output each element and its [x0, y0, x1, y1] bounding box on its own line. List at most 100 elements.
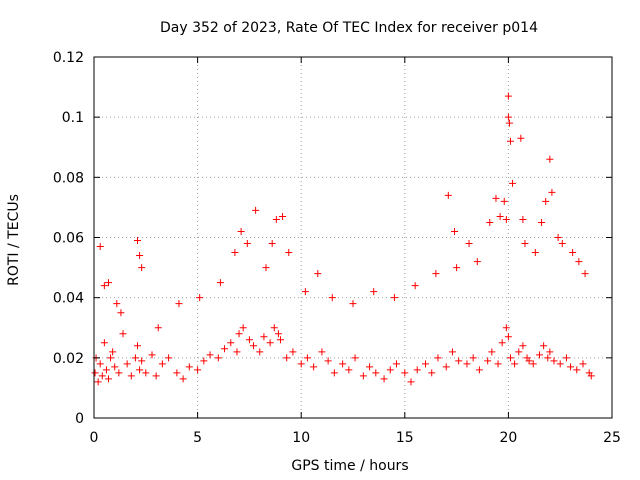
data-point: [239, 324, 247, 332]
data-point: [579, 360, 587, 368]
data-point: [546, 348, 554, 356]
data-point: [131, 354, 139, 362]
data-point: [173, 369, 181, 377]
data-point: [531, 249, 539, 257]
axes: 0 5 10 15 20 25 0 0.02 0.04 0.06 0.08 0.1 0.12: [53, 50, 621, 446]
data-point: [138, 357, 146, 365]
y-tick-label: 0.12: [53, 50, 84, 66]
data-point: [473, 258, 481, 266]
data-point: [283, 354, 291, 362]
data-point: [158, 360, 166, 368]
data-point: [509, 179, 517, 187]
data-point: [465, 240, 473, 248]
data-point: [256, 348, 264, 356]
data-point: [134, 342, 142, 350]
data-point: [469, 354, 477, 362]
data-point: [91, 369, 99, 377]
data-point: [380, 375, 388, 383]
data-point: [444, 191, 452, 199]
data-point: [196, 294, 204, 302]
data-point: [502, 215, 510, 223]
chart-title: Day 352 of 2023, Rate Of TEC Index for r…: [160, 20, 538, 36]
data-point: [556, 360, 564, 368]
data-point: [442, 363, 450, 371]
data-points: [91, 92, 595, 386]
data-point: [492, 194, 500, 202]
data-point: [349, 300, 357, 308]
y-tick-label: 0.06: [53, 231, 84, 247]
data-point: [194, 366, 202, 374]
data-point: [351, 354, 359, 362]
x-axis-label: GPS time / hours: [291, 458, 408, 474]
data-point: [504, 92, 512, 100]
data-point: [94, 378, 102, 386]
data-point: [587, 372, 595, 380]
x-tick-label: 10: [292, 430, 310, 446]
data-point: [214, 354, 222, 362]
data-point: [98, 372, 106, 380]
data-point: [411, 282, 419, 290]
data-point: [206, 351, 214, 359]
data-point: [548, 188, 556, 196]
data-point: [119, 330, 127, 338]
data-point: [550, 357, 558, 365]
data-point: [266, 339, 274, 347]
data-point: [179, 375, 187, 383]
data-point: [233, 348, 241, 356]
data-point: [303, 354, 311, 362]
data-point: [569, 249, 577, 257]
data-point: [359, 372, 367, 380]
data-point: [525, 357, 533, 365]
data-point: [221, 345, 229, 353]
y-tick-label: 0.04: [53, 291, 84, 307]
data-point: [245, 336, 253, 344]
data-point: [554, 234, 562, 241]
data-point: [504, 333, 512, 341]
data-point: [500, 197, 508, 205]
data-point: [517, 134, 525, 142]
data-point: [504, 113, 512, 121]
data-point: [96, 360, 104, 368]
data-point: [488, 348, 496, 356]
data-point: [390, 294, 398, 302]
data-point: [289, 348, 297, 356]
y-tick-label: 0.08: [53, 170, 84, 186]
data-point: [100, 339, 108, 347]
data-point: [136, 252, 144, 260]
data-point: [113, 300, 121, 308]
data-point: [134, 237, 142, 245]
data-point: [260, 333, 268, 341]
data-point: [175, 300, 183, 308]
data-point: [386, 366, 394, 374]
data-point: [538, 218, 546, 226]
x-tick-label: 20: [499, 430, 517, 446]
data-point: [227, 339, 235, 347]
data-point: [123, 360, 131, 368]
data-point: [200, 357, 208, 365]
data-point: [573, 366, 581, 374]
data-point: [448, 348, 456, 356]
data-point: [115, 369, 123, 377]
data-point: [511, 360, 519, 368]
data-point: [138, 264, 146, 272]
data-point: [142, 369, 150, 377]
data-point: [148, 351, 156, 359]
data-point: [237, 227, 245, 235]
data-point: [494, 360, 502, 368]
data-point: [262, 264, 270, 272]
data-point: [498, 339, 506, 347]
data-point: [407, 378, 415, 386]
data-point: [96, 243, 104, 251]
data-point: [105, 279, 113, 287]
data-point: [100, 282, 108, 290]
data-point: [339, 360, 347, 368]
data-point: [330, 369, 338, 377]
data-point: [546, 155, 554, 163]
data-point: [276, 336, 284, 344]
data-point: [505, 119, 513, 127]
data-point: [165, 354, 173, 362]
data-point: [486, 218, 494, 226]
data-point: [515, 348, 523, 356]
